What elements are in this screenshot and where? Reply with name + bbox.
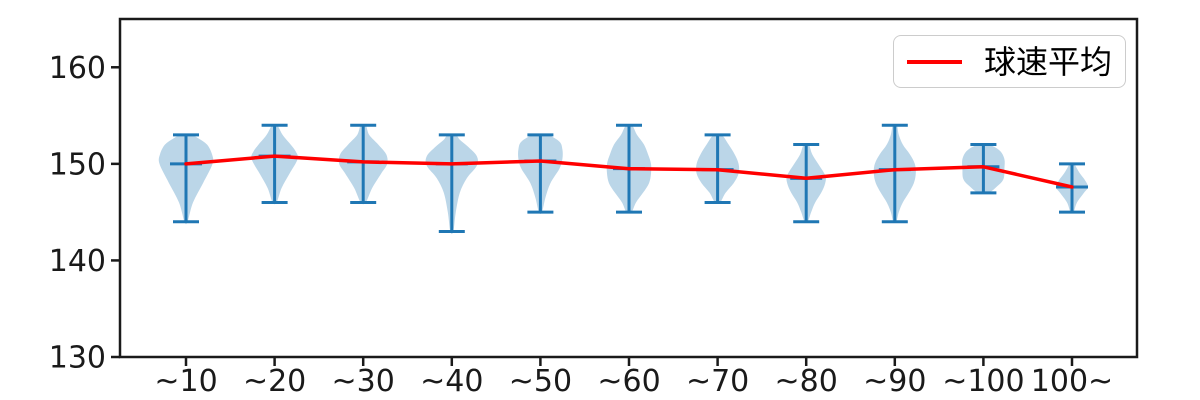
x-tick-label: ~40 [420,364,483,399]
x-tick-label: 100~ [1031,364,1113,399]
y-tick-label: 160 [49,51,106,86]
x-tick-label: ~90 [863,364,926,399]
y-tick-label: 140 [49,244,106,279]
legend-line-sample [907,59,962,64]
x-tick-label: ~50 [509,364,572,399]
mean-speed-line [184,154,1074,189]
x-tick-label: ~80 [775,364,838,399]
x-tick-label: ~60 [597,364,660,399]
x-tick-label: ~10 [154,364,217,399]
y-tick-label: 150 [49,147,106,182]
x-tick-label: ~70 [686,364,749,399]
y-tick-label: 130 [49,341,106,376]
legend-label: 球速平均 [983,42,1112,81]
x-tick-label: ~30 [332,364,395,399]
x-tick-label: ~20 [243,364,306,399]
legend: 球速平均 [893,35,1126,88]
x-tick-label: ~100 [942,364,1024,399]
